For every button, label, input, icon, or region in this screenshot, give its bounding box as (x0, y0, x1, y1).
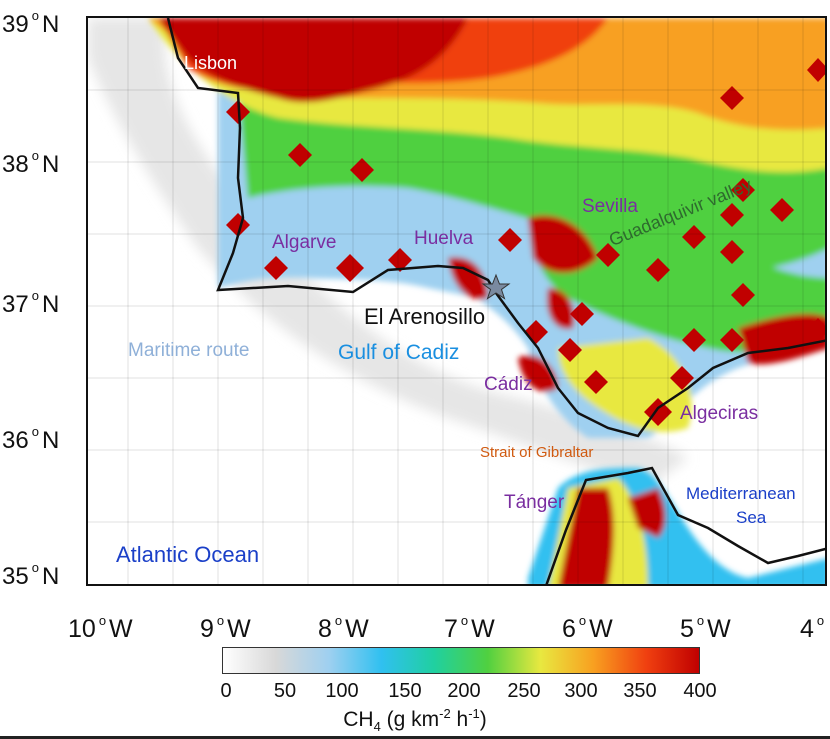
emission-hotspots (226, 58, 825, 426)
colorbar-tick-400: 400 (683, 680, 717, 702)
colorbar-tick-100: 100 (325, 680, 359, 702)
label-el-arenosillo: El Arenosillo (364, 304, 486, 329)
star-icon (481, 273, 511, 300)
label-huelva: Huelva (414, 228, 474, 249)
label-algeciras: Algeciras (680, 403, 759, 424)
lat-label-39: 39 o N (2, 8, 60, 38)
bottom-rule (0, 736, 830, 739)
maritime-route-shading (88, 18, 688, 488)
grid-lines (88, 18, 825, 584)
label-maritime-route: Maritime route (128, 340, 250, 361)
colorbar-tick-250: 250 (507, 680, 541, 702)
label-sevilla: Sevilla (582, 196, 638, 217)
label-tanger: Tánger (504, 492, 565, 513)
colorbar-tick-0: 0 (220, 680, 232, 702)
coastline (166, 18, 825, 584)
colorbar (222, 647, 700, 674)
emission-map (88, 18, 825, 584)
map-frame: Lisbon Algarve Huelva Sevilla Guadalquiv… (86, 16, 827, 586)
lat-label-38: 38 o N (2, 148, 60, 178)
colorbar-tick-300: 300 (564, 680, 598, 702)
colorbar-tick-50: 50 (273, 680, 297, 702)
label-gulf-of-cadiz: Gulf of Cadiz (338, 341, 460, 364)
colorbar-tick-350: 350 (623, 680, 657, 702)
label-mediterranean: Mediterranean (686, 484, 796, 503)
label-algarve: Algarve (272, 232, 337, 253)
label-atlantic-ocean: Atlantic Ocean (116, 542, 260, 567)
lat-label-37: 37 o N (2, 288, 60, 318)
label-cadiz: Cádiz (484, 374, 533, 395)
lat-label-35: 35 o N (2, 560, 60, 590)
label-strait-of-gibraltar: Strait of Gibraltar (480, 444, 594, 461)
label-sea: Sea (736, 508, 767, 527)
colorbar-label: CH4 (g km-2 h-1) (343, 706, 487, 735)
colorbar-tick-150: 150 (388, 680, 422, 702)
lat-label-36: 36 o N (2, 424, 60, 454)
label-lisbon: Lisbon (184, 53, 238, 73)
lon-label-10w: 10 o W (68, 613, 133, 643)
colorbar-tick-200: 200 (447, 680, 481, 702)
